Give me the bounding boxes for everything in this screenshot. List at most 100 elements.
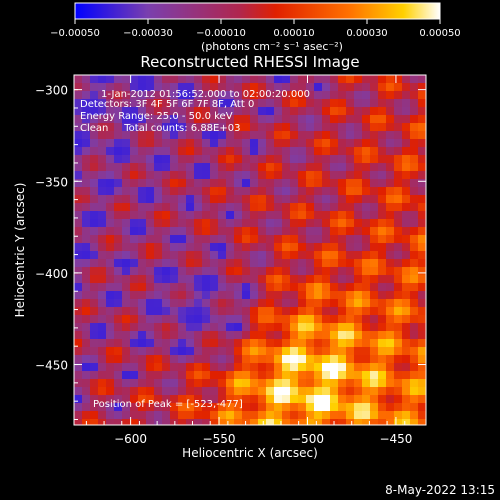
heatmap-cell (266, 83, 274, 91)
heatmap-cell (162, 155, 170, 163)
heatmap-cell (74, 91, 82, 99)
heatmap-cell (218, 395, 226, 403)
heatmap-cell (346, 387, 354, 395)
heatmap-cell (370, 371, 378, 379)
heatmap-cell (354, 227, 362, 235)
heatmap-cell (138, 411, 146, 419)
heatmap-cell (306, 323, 314, 331)
colorbar-tick-label: −0.00050 (50, 28, 100, 39)
heatmap-cell (90, 195, 98, 203)
heatmap-cell (90, 363, 98, 371)
heatmap-cell (274, 331, 282, 339)
heatmap-cell (194, 331, 202, 339)
heatmap-cell (282, 99, 290, 107)
heatmap-cell (226, 347, 234, 355)
heatmap-cell (354, 291, 362, 299)
heatmap-cell (138, 75, 146, 83)
heatmap-cell (218, 219, 226, 227)
heatmap-cell (130, 123, 138, 131)
heatmap-cell (218, 419, 226, 425)
heatmap-cell (98, 139, 106, 147)
heatmap-cell (290, 275, 298, 283)
heatmap-cell (346, 147, 354, 155)
heatmap-cell (258, 307, 266, 315)
heatmap-cell (162, 219, 170, 227)
heatmap-cell (298, 147, 306, 155)
heatmap-cell (338, 363, 346, 371)
heatmap-cell (274, 379, 282, 387)
heatmap-cell (138, 363, 146, 371)
heatmap-cell (290, 299, 298, 307)
heatmap-cell (298, 115, 306, 123)
heatmap-cell (338, 203, 346, 211)
heatmap-cell (306, 299, 314, 307)
heatmap-cell (354, 355, 362, 363)
heatmap-cell (178, 211, 186, 219)
heatmap-cell (202, 219, 210, 227)
heatmap-cell (114, 219, 122, 227)
heatmap-cell (234, 83, 242, 91)
heatmap-cell (226, 219, 234, 227)
heatmap-cell (74, 139, 82, 147)
heatmap-cell (402, 355, 410, 363)
heatmap-cell (306, 347, 314, 355)
heatmap-cell (282, 75, 290, 83)
heatmap-cell (410, 219, 418, 227)
heatmap-cell (146, 123, 154, 131)
heatmap-cell (98, 155, 106, 163)
heatmap-cell (266, 259, 274, 267)
heatmap-cell (402, 259, 410, 267)
heatmap-cell (122, 243, 130, 251)
heatmap-cell (402, 387, 410, 395)
heatmap-cell (338, 315, 346, 323)
heatmap-cell (170, 371, 178, 379)
heatmap-cell (202, 315, 210, 323)
heatmap-cell (186, 259, 194, 267)
heatmap-cell (138, 283, 146, 291)
heatmap-cell (226, 251, 234, 259)
heatmap-cell (402, 171, 410, 179)
heatmap-cell (226, 195, 234, 203)
heatmap-cell (298, 203, 306, 211)
heatmap-cell (370, 251, 378, 259)
heatmap-cell (338, 91, 346, 99)
heatmap-cell (154, 155, 162, 163)
heatmap-cell (74, 299, 82, 307)
heatmap-cell (394, 371, 402, 379)
heatmap-cell (106, 339, 114, 347)
heatmap-cell (154, 395, 162, 403)
heatmap-cell (242, 379, 250, 387)
heatmap-cell (258, 115, 266, 123)
heatmap-cell (362, 243, 370, 251)
heatmap-cell (306, 371, 314, 379)
heatmap-cell (386, 147, 394, 155)
heatmap-cell (386, 291, 394, 299)
heatmap-cell (90, 331, 98, 339)
heatmap-cell (362, 171, 370, 179)
heatmap-cell (74, 307, 82, 315)
heatmap-cell (242, 315, 250, 323)
heatmap-cell (250, 291, 258, 299)
heatmap-cell (378, 275, 386, 283)
heatmap-cell (98, 115, 106, 123)
heatmap-cell (234, 275, 242, 283)
heatmap-cell (370, 171, 378, 179)
heatmap-cell (250, 347, 258, 355)
heatmap-cell (306, 195, 314, 203)
heatmap-cell (162, 147, 170, 155)
heatmap-cell (106, 171, 114, 179)
heatmap-cell (194, 75, 202, 83)
heatmap-cell (298, 227, 306, 235)
y-axis-label: Heliocentric Y (arcsec) (13, 183, 27, 318)
heatmap-cell (138, 99, 146, 107)
heatmap-cell (226, 371, 234, 379)
heatmap-cell (338, 403, 346, 411)
heatmap-cell (314, 419, 322, 425)
heatmap-cell (202, 299, 210, 307)
heatmap-cell (162, 251, 170, 259)
heatmap-cell (418, 147, 426, 155)
heatmap-cell (362, 259, 370, 267)
heatmap-cell (194, 419, 202, 425)
heatmap-cell (410, 283, 418, 291)
heatmap-cell (418, 203, 426, 211)
